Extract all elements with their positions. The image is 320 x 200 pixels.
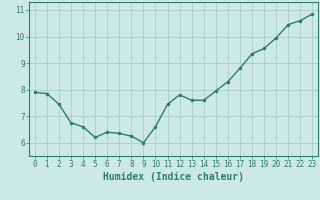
X-axis label: Humidex (Indice chaleur): Humidex (Indice chaleur) [103,172,244,182]
